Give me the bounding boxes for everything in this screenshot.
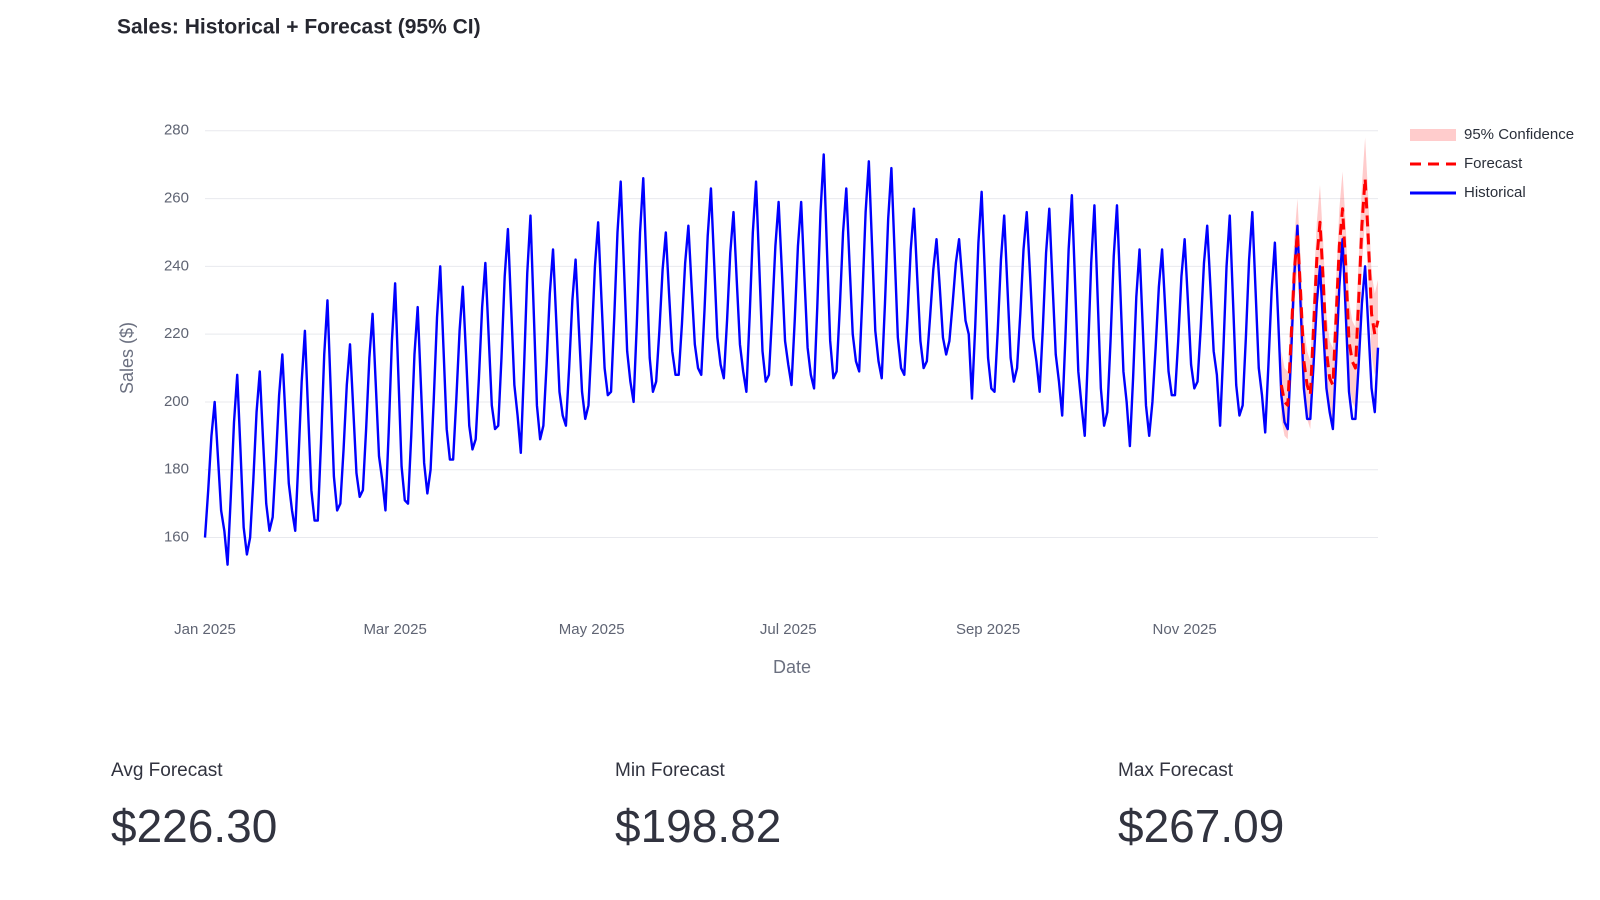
y-tick-label: 280	[164, 122, 189, 139]
legend-label: Historical	[1464, 184, 1526, 201]
metric-label: Avg Forecast	[111, 760, 223, 781]
metric-label: Min Forecast	[615, 760, 726, 781]
x-tick-label: Nov 2025	[1153, 621, 1217, 638]
y-tick-label: 200	[164, 393, 189, 410]
forecast-line	[1279, 176, 1380, 407]
legend-label: 95% Confidence	[1464, 126, 1574, 143]
legend-swatch	[1410, 129, 1456, 141]
x-tick-label: May 2025	[559, 621, 625, 638]
x-tick-label: Jul 2025	[760, 621, 817, 638]
chart-title: Sales: Historical + Forecast (95% CI)	[117, 16, 481, 39]
x-tick-label: Mar 2025	[363, 621, 426, 638]
metric-value: $198.82	[615, 800, 781, 852]
grid	[205, 130, 1378, 539]
metric-label: Max Forecast	[1118, 760, 1234, 781]
x-tick-label: Sep 2025	[956, 621, 1020, 638]
y-axis-title: Sales ($)	[117, 322, 137, 394]
y-tick-label: 160	[164, 529, 189, 546]
legend-label: Forecast	[1464, 155, 1523, 172]
y-tick-label: 240	[164, 257, 189, 274]
y-tick-label: 180	[164, 461, 189, 478]
x-tick-label: Jan 2025	[174, 621, 236, 638]
historical-line	[203, 153, 1380, 566]
y-tick-label: 220	[164, 325, 189, 342]
y-tick-label: 260	[164, 190, 189, 207]
x-axis-title: Date	[773, 657, 811, 677]
metric-value: $267.09	[1118, 800, 1284, 852]
metric-value: $226.30	[111, 800, 277, 852]
